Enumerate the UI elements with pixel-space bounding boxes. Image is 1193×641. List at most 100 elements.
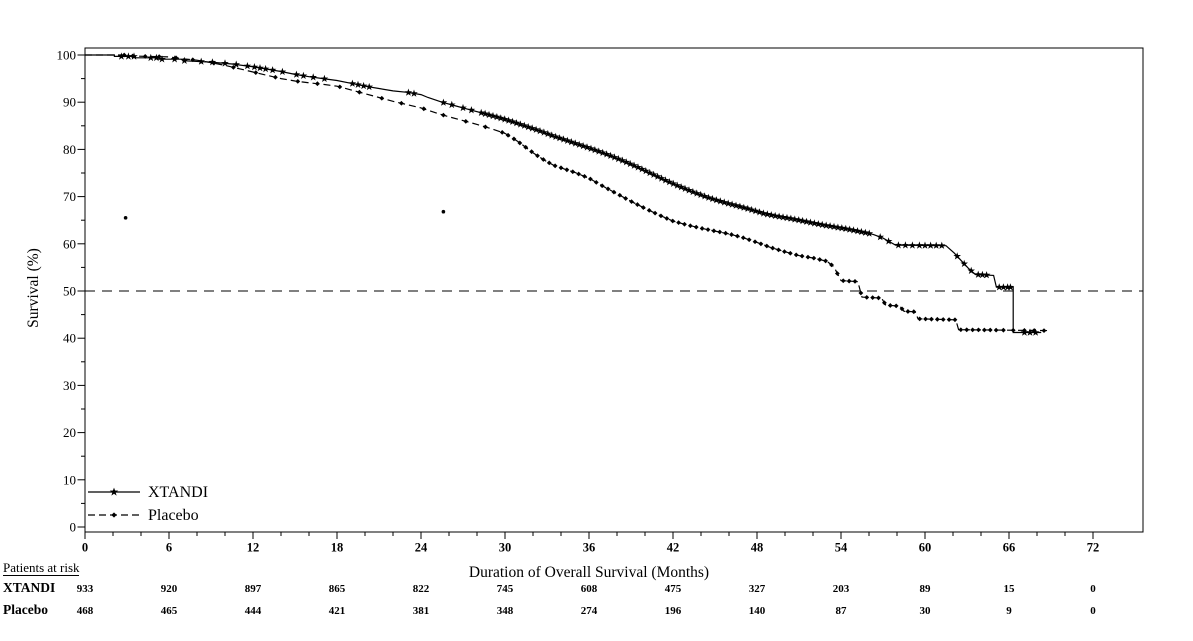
xtandi-censor-mark xyxy=(197,57,205,65)
placebo-censor-mark xyxy=(546,160,552,166)
xtandi-censor-mark xyxy=(712,196,721,204)
xtandi-censor-mark xyxy=(567,138,576,146)
xtandi-censor-mark xyxy=(974,270,982,278)
xtandi-censor-mark xyxy=(747,205,756,214)
xtandi-censor-mark xyxy=(512,119,521,127)
placebo-censor-mark xyxy=(711,228,717,234)
xtandi-censor-mark xyxy=(575,140,583,148)
placebo-censor-mark xyxy=(273,74,278,80)
xtandi-censor-mark xyxy=(1006,283,1015,291)
xtandi-censor-mark xyxy=(348,79,357,87)
xtandi-censor-mark xyxy=(908,241,917,249)
xtandi-censor-mark xyxy=(555,134,564,142)
xtandi-censor-mark xyxy=(775,212,783,220)
placebo-censor-mark xyxy=(811,255,817,261)
placebo-censor-mark xyxy=(505,132,511,138)
xtandi-censor-mark xyxy=(653,172,662,180)
placebo-censor-mark xyxy=(682,221,687,227)
x-tick-label: 12 xyxy=(247,541,260,555)
xtandi-censor-mark xyxy=(221,59,229,67)
xtandi-censor-mark xyxy=(861,228,870,236)
xtandi-censor-mark xyxy=(673,181,681,189)
x-tick-label: 24 xyxy=(415,541,428,555)
xtandi-censor-mark xyxy=(853,227,862,235)
xtandi-censor-mark xyxy=(802,217,811,225)
placebo-censor-mark xyxy=(130,53,135,59)
placebo-censor-mark xyxy=(156,54,162,60)
placebo-censor-mark xyxy=(976,327,981,333)
placebo-censor-mark xyxy=(315,81,320,87)
xtandi-censor-mark xyxy=(158,55,166,63)
xtandi-censor-mark xyxy=(563,136,572,144)
x-tick-label: 60 xyxy=(919,541,932,555)
at-risk-value: 865 xyxy=(329,583,346,595)
xtandi-censor-mark xyxy=(783,213,791,222)
xtandi-censor-mark xyxy=(681,184,689,192)
placebo-censor-mark xyxy=(483,124,488,130)
x-tick-label: 18 xyxy=(331,541,344,555)
xtandi-censor-mark xyxy=(926,241,935,249)
placebo-censor-mark xyxy=(905,309,911,314)
xtandi-censor-mark xyxy=(516,120,525,128)
xtandi-censor-mark xyxy=(677,183,685,191)
placebo-censor-mark xyxy=(588,176,593,182)
xtandi-censor-mark xyxy=(602,150,611,158)
placebo-censor-mark xyxy=(876,295,881,301)
xtandi-censor-mark xyxy=(170,55,179,63)
xtandi-censor-mark xyxy=(798,216,807,225)
xtandi-censor-mark xyxy=(532,125,540,133)
placebo-censor-mark xyxy=(357,89,362,95)
placebo-censor-mark xyxy=(658,213,664,219)
xtandi-censor-mark xyxy=(728,200,736,208)
placebo-censor-mark xyxy=(893,303,899,309)
xtandi-censor-mark xyxy=(559,135,568,143)
placebo-censor-mark xyxy=(752,239,758,245)
placebo-censor-mark xyxy=(576,171,582,177)
xtandi-censor-mark xyxy=(810,219,819,227)
xtandi-censor-mark xyxy=(497,114,505,122)
placebo-censor-mark xyxy=(940,317,946,322)
placebo-censor-mark xyxy=(981,327,987,333)
placebo-censor-mark xyxy=(670,218,676,224)
placebo-censor-mark xyxy=(858,290,864,296)
placebo-censor-mark xyxy=(746,237,752,243)
xtandi-censor-mark xyxy=(814,220,823,228)
xtandi-censor-mark xyxy=(685,186,693,194)
placebo-censor-mark xyxy=(693,224,699,230)
xtandi-censor-mark xyxy=(595,147,603,155)
placebo-censor-mark xyxy=(687,223,693,229)
xtandi-censor-mark xyxy=(894,241,903,249)
xtandi-censor-mark xyxy=(489,111,497,120)
xtandi-censor-mark xyxy=(932,241,940,249)
xtandi-censor-mark xyxy=(689,187,697,196)
at-risk-value: 140 xyxy=(749,605,766,617)
placebo-curve xyxy=(85,54,1050,332)
xtandi-censor-mark xyxy=(1031,328,1040,336)
xtandi-censor-mark xyxy=(500,115,509,123)
xtandi-censor-mark xyxy=(724,199,732,207)
xtandi-censor-mark xyxy=(822,221,830,229)
at-risk-value: 933 xyxy=(77,583,94,595)
at-risk-value: 608 xyxy=(581,583,598,595)
placebo-censor-mark xyxy=(511,136,517,142)
placebo-censor-mark xyxy=(1001,327,1006,333)
x-tick-label: 48 xyxy=(751,541,764,555)
placebo-censor-mark xyxy=(799,253,805,259)
placebo-censor-mark xyxy=(758,241,764,247)
placebo-censor-mark xyxy=(793,252,799,258)
xtandi-censor-mark xyxy=(365,82,373,91)
xtandi-censor-mark xyxy=(152,53,161,62)
placebo-censor-mark xyxy=(664,216,670,221)
placebo-censor-mark xyxy=(958,327,964,333)
y-tick-label: 40 xyxy=(63,331,76,346)
xtandi-censor-mark xyxy=(598,148,607,157)
xtandi-censor-mark xyxy=(232,60,240,68)
at-risk-row-label-placebo: Placebo xyxy=(3,602,48,617)
at-risk-value: 745 xyxy=(497,583,514,595)
xtandi-censor-mark xyxy=(354,80,362,88)
xtandi-censor-mark xyxy=(359,81,368,90)
at-risk-value: 9 xyxy=(1006,605,1012,617)
xtandi-censor-mark xyxy=(665,178,674,186)
xtandi-censor-mark xyxy=(751,207,760,215)
